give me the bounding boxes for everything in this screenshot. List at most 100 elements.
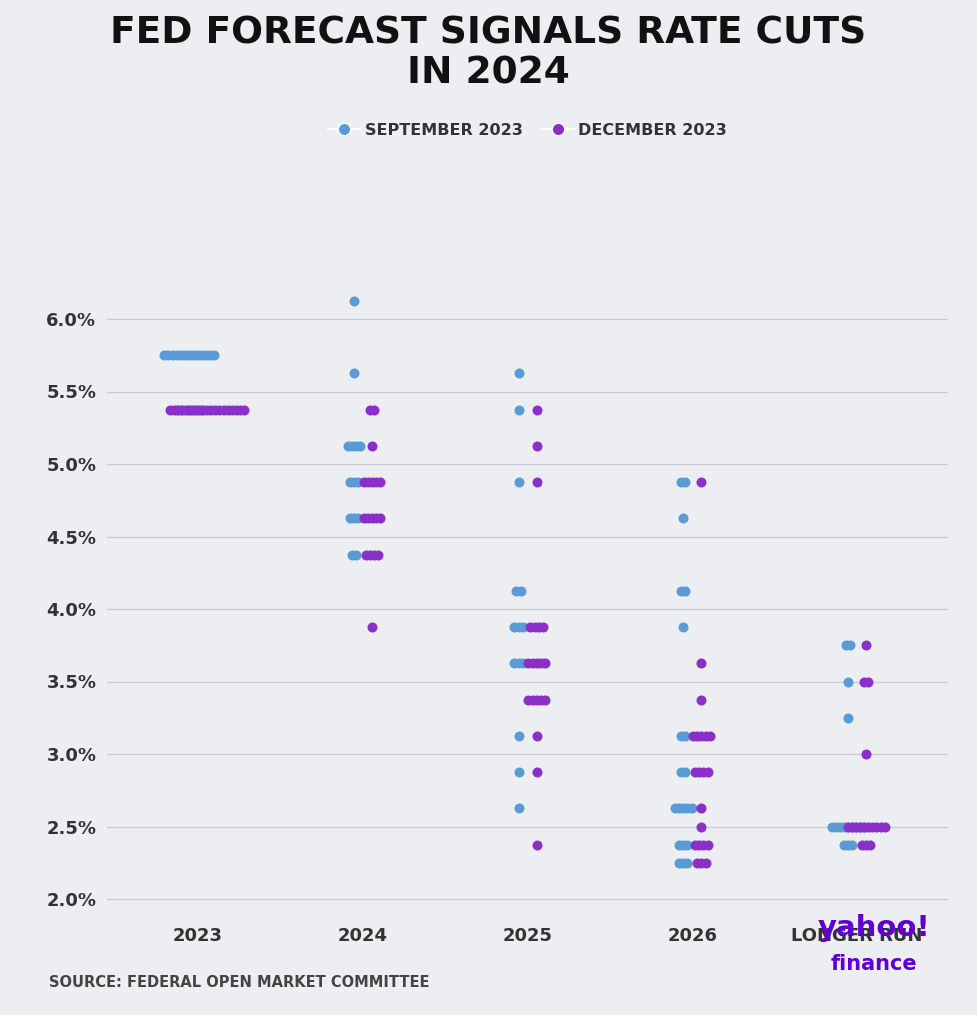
Point (856, 673, 871, 689)
Point (511, 365, 527, 382)
Point (842, 637, 858, 654)
Point (362, 546, 378, 562)
Point (346, 292, 361, 309)
Point (177, 402, 192, 418)
Point (865, 818, 880, 834)
Point (840, 673, 856, 689)
Point (840, 818, 856, 834)
Point (690, 728, 705, 744)
Point (190, 402, 205, 418)
Point (861, 673, 876, 689)
Point (671, 800, 687, 816)
Point (162, 402, 178, 418)
Point (229, 402, 244, 418)
Point (515, 656, 531, 672)
Text: yahoo!: yahoo! (818, 914, 931, 942)
Point (236, 402, 252, 418)
Point (844, 818, 860, 834)
Point (838, 637, 854, 654)
Point (372, 474, 388, 490)
Legend: SEPTEMBER 2023, DECEMBER 2023: SEPTEMBER 2023, DECEMBER 2023 (321, 117, 734, 144)
Point (356, 474, 371, 490)
Point (511, 656, 527, 672)
Point (844, 836, 860, 853)
Point (824, 818, 839, 834)
Point (364, 437, 380, 454)
Text: FED FORECAST SIGNALS RATE CUTS: FED FORECAST SIGNALS RATE CUTS (110, 15, 867, 51)
Point (848, 818, 864, 834)
Point (529, 474, 544, 490)
Point (358, 546, 373, 562)
Point (688, 836, 703, 853)
Point (511, 800, 527, 816)
Point (368, 474, 384, 490)
Point (700, 836, 715, 853)
Point (675, 619, 691, 635)
Point (356, 511, 371, 527)
Point (183, 402, 198, 418)
Point (690, 855, 705, 871)
Point (836, 836, 852, 853)
Point (220, 402, 235, 418)
Point (694, 818, 709, 834)
Point (527, 619, 542, 635)
Point (360, 474, 375, 490)
Point (197, 347, 213, 363)
Point (877, 818, 893, 834)
Point (364, 511, 380, 527)
Point (175, 402, 191, 418)
Point (165, 347, 181, 363)
Point (224, 402, 239, 418)
Point (368, 511, 384, 527)
Point (511, 474, 527, 490)
Point (193, 402, 209, 418)
Point (694, 656, 709, 672)
Point (671, 855, 687, 871)
Point (203, 402, 219, 418)
Point (701, 728, 717, 744)
Point (685, 728, 701, 744)
Point (848, 818, 864, 834)
Point (366, 402, 382, 418)
Point (853, 818, 869, 834)
Point (350, 474, 365, 490)
Point (675, 836, 691, 853)
Point (179, 402, 194, 418)
Point (700, 764, 715, 781)
Point (348, 546, 363, 562)
Point (216, 402, 232, 418)
Point (513, 583, 529, 599)
Point (677, 764, 693, 781)
Point (362, 402, 378, 418)
Point (531, 619, 546, 635)
Point (537, 656, 553, 672)
Point (698, 855, 713, 871)
Point (187, 402, 202, 418)
Point (673, 474, 689, 490)
Point (160, 347, 176, 363)
Point (529, 437, 544, 454)
Point (836, 818, 852, 834)
Point (370, 546, 386, 562)
Point (529, 728, 544, 744)
Point (364, 619, 380, 635)
Point (212, 402, 228, 418)
Point (525, 656, 540, 672)
Point (171, 402, 187, 418)
Point (529, 691, 544, 707)
Point (673, 583, 689, 599)
Point (511, 619, 527, 635)
Point (673, 728, 689, 744)
Point (521, 656, 536, 672)
Point (532, 656, 548, 672)
Point (677, 474, 693, 490)
Point (694, 728, 709, 744)
Point (193, 347, 209, 363)
Point (342, 474, 358, 490)
Point (348, 437, 363, 454)
Point (675, 855, 691, 871)
Point (206, 347, 222, 363)
Point (688, 764, 703, 781)
Point (859, 836, 874, 853)
Point (233, 402, 248, 418)
